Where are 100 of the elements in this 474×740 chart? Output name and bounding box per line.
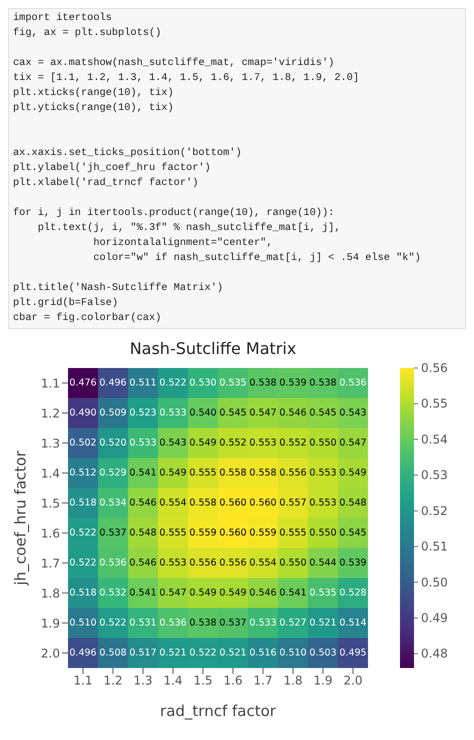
data-label: 0.522 [69,558,97,568]
data-label: 0.495 [339,648,367,658]
data-label: 0.536 [99,558,127,568]
data-label: 0.547 [339,438,367,448]
data-label: 0.529 [99,468,127,478]
data-label: 0.539 [279,378,307,388]
data-label: 0.536 [159,618,187,628]
data-label: 0.548 [129,528,157,538]
x-tick-label: 1.9 [313,674,333,688]
data-label: 0.541 [129,588,157,598]
data-label: 0.558 [189,498,217,508]
data-label: 0.556 [219,558,247,568]
data-label: 0.546 [129,558,157,568]
data-label: 0.546 [249,588,277,598]
y-tick-label: 1.4 [40,466,60,480]
data-label: 0.543 [159,438,187,448]
data-label: 0.503 [309,648,337,658]
x-tick-label: 2.0 [343,674,363,688]
data-label: 0.546 [279,408,307,418]
data-label: 0.553 [309,498,337,508]
data-label: 0.536 [339,378,367,388]
data-label: 0.531 [129,618,157,628]
data-label: 0.509 [99,408,127,418]
data-label: 0.537 [99,528,127,538]
data-label: 0.560 [219,498,247,508]
data-label: 0.543 [339,408,367,418]
data-label: 0.555 [159,528,187,538]
data-label: 0.512 [69,468,97,478]
data-label: 0.549 [339,468,367,478]
data-label: 0.533 [159,408,187,418]
data-label: 0.553 [249,438,277,448]
data-label: 0.514 [339,618,367,628]
color-bar-label: 0.50 [421,575,448,590]
x-tick-label: 1.7 [253,674,273,688]
x-tick-label: 1.5 [193,674,213,688]
data-label: 0.541 [279,588,307,598]
data-label: 0.560 [249,498,277,508]
data-label: 0.533 [129,438,157,448]
data-label: 0.510 [69,618,97,628]
data-label: 0.532 [99,588,127,598]
data-label: 0.555 [189,468,217,478]
data-label: 0.534 [99,498,127,508]
color-bar-label: 0.55 [421,396,448,411]
color-bar-label: 0.54 [421,432,448,446]
data-label: 0.549 [189,438,217,448]
x-tick-label: 1.8 [283,674,303,688]
data-label: 0.510 [279,648,307,658]
data-label: 0.549 [219,588,247,598]
data-label: 0.549 [159,468,187,478]
data-label: 0.496 [69,648,97,658]
data-label: 0.548 [339,498,367,508]
data-label: 0.540 [189,408,217,418]
data-label: 0.522 [69,528,97,538]
data-label: 0.541 [129,468,157,478]
data-label: 0.557 [279,498,307,508]
data-label: 0.545 [339,528,367,538]
data-label: 0.558 [219,468,247,478]
x-tick-label: 1.3 [133,674,153,688]
y-tick-label: 1.3 [40,436,60,450]
data-label: 0.553 [309,468,337,478]
data-label: 0.556 [189,558,217,568]
data-label: 0.522 [189,648,217,658]
data-label: 0.545 [219,408,247,418]
data-label: 0.521 [219,648,247,658]
data-label: 0.553 [159,558,187,568]
data-label: 0.476 [69,378,97,388]
color-bar-label: 0.56 [421,361,448,375]
data-label: 0.520 [99,438,127,448]
data-label: 0.502 [69,438,97,448]
data-label: 0.554 [159,498,187,508]
data-label: 0.560 [219,528,247,538]
data-label: 0.547 [159,588,187,598]
x-tick-label: 1.1 [73,674,93,688]
y-tick-label: 1.6 [40,526,60,540]
x-axis-title: rad_trncf factor [160,702,277,720]
x-tick-label: 1.4 [163,674,183,688]
data-label: 0.518 [69,498,97,508]
y-tick-label: 1.1 [40,376,60,390]
data-label: 0.528 [339,588,367,598]
data-label: 0.539 [339,558,367,568]
data-label: 0.559 [189,528,217,538]
data-label: 0.550 [309,528,337,538]
data-label: 0.538 [189,618,217,628]
x-tick-label: 1.2 [103,674,123,688]
data-label: 0.558 [249,468,277,478]
data-label: 0.559 [249,528,277,538]
data-label: 0.496 [99,378,127,388]
data-label: 0.544 [309,558,337,568]
data-label: 0.527 [279,618,307,628]
data-label: 0.550 [309,438,337,448]
y-tick-label: 1.7 [40,556,60,570]
data-label: 0.537 [219,618,247,628]
data-label: 0.521 [159,648,187,658]
data-label: 0.521 [309,618,337,628]
data-label: 0.518 [69,588,97,598]
data-label: 0.535 [219,378,247,388]
data-label: 0.516 [249,648,277,658]
y-tick-label: 1.8 [40,586,60,600]
chart-title: Nash-Sutcliffe Matrix [128,339,298,358]
data-label: 0.511 [129,378,157,388]
